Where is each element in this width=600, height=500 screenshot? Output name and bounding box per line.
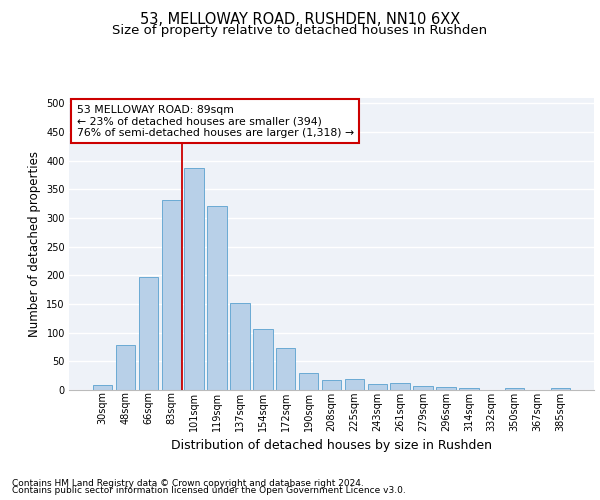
Text: 53, MELLOWAY ROAD, RUSHDEN, NN10 6XX: 53, MELLOWAY ROAD, RUSHDEN, NN10 6XX: [140, 12, 460, 28]
Bar: [253, 328, 272, 390]
Bar: [161, 200, 181, 390]
Text: Contains public sector information licensed under the Open Government Licence v3: Contains public sector information licen…: [12, 486, 406, 495]
Bar: [116, 346, 135, 390]
Text: Size of property relative to detached houses in Rushden: Size of property relative to detached ho…: [112, 24, 488, 37]
Bar: [344, 378, 364, 390]
Bar: [391, 383, 410, 390]
Bar: [413, 386, 433, 390]
Bar: [505, 388, 524, 390]
Bar: [184, 168, 204, 390]
Bar: [208, 206, 227, 390]
Bar: [299, 373, 319, 390]
Bar: [551, 388, 570, 390]
Text: Contains HM Land Registry data © Crown copyright and database right 2024.: Contains HM Land Registry data © Crown c…: [12, 478, 364, 488]
Bar: [459, 388, 479, 390]
Bar: [93, 386, 112, 390]
Bar: [139, 277, 158, 390]
Bar: [230, 304, 250, 390]
Bar: [368, 384, 387, 390]
Text: 53 MELLOWAY ROAD: 89sqm
← 23% of detached houses are smaller (394)
76% of semi-d: 53 MELLOWAY ROAD: 89sqm ← 23% of detache…: [77, 105, 354, 138]
Y-axis label: Number of detached properties: Number of detached properties: [28, 151, 41, 337]
Bar: [276, 348, 295, 390]
Bar: [436, 387, 455, 390]
X-axis label: Distribution of detached houses by size in Rushden: Distribution of detached houses by size …: [171, 439, 492, 452]
Bar: [322, 380, 341, 390]
